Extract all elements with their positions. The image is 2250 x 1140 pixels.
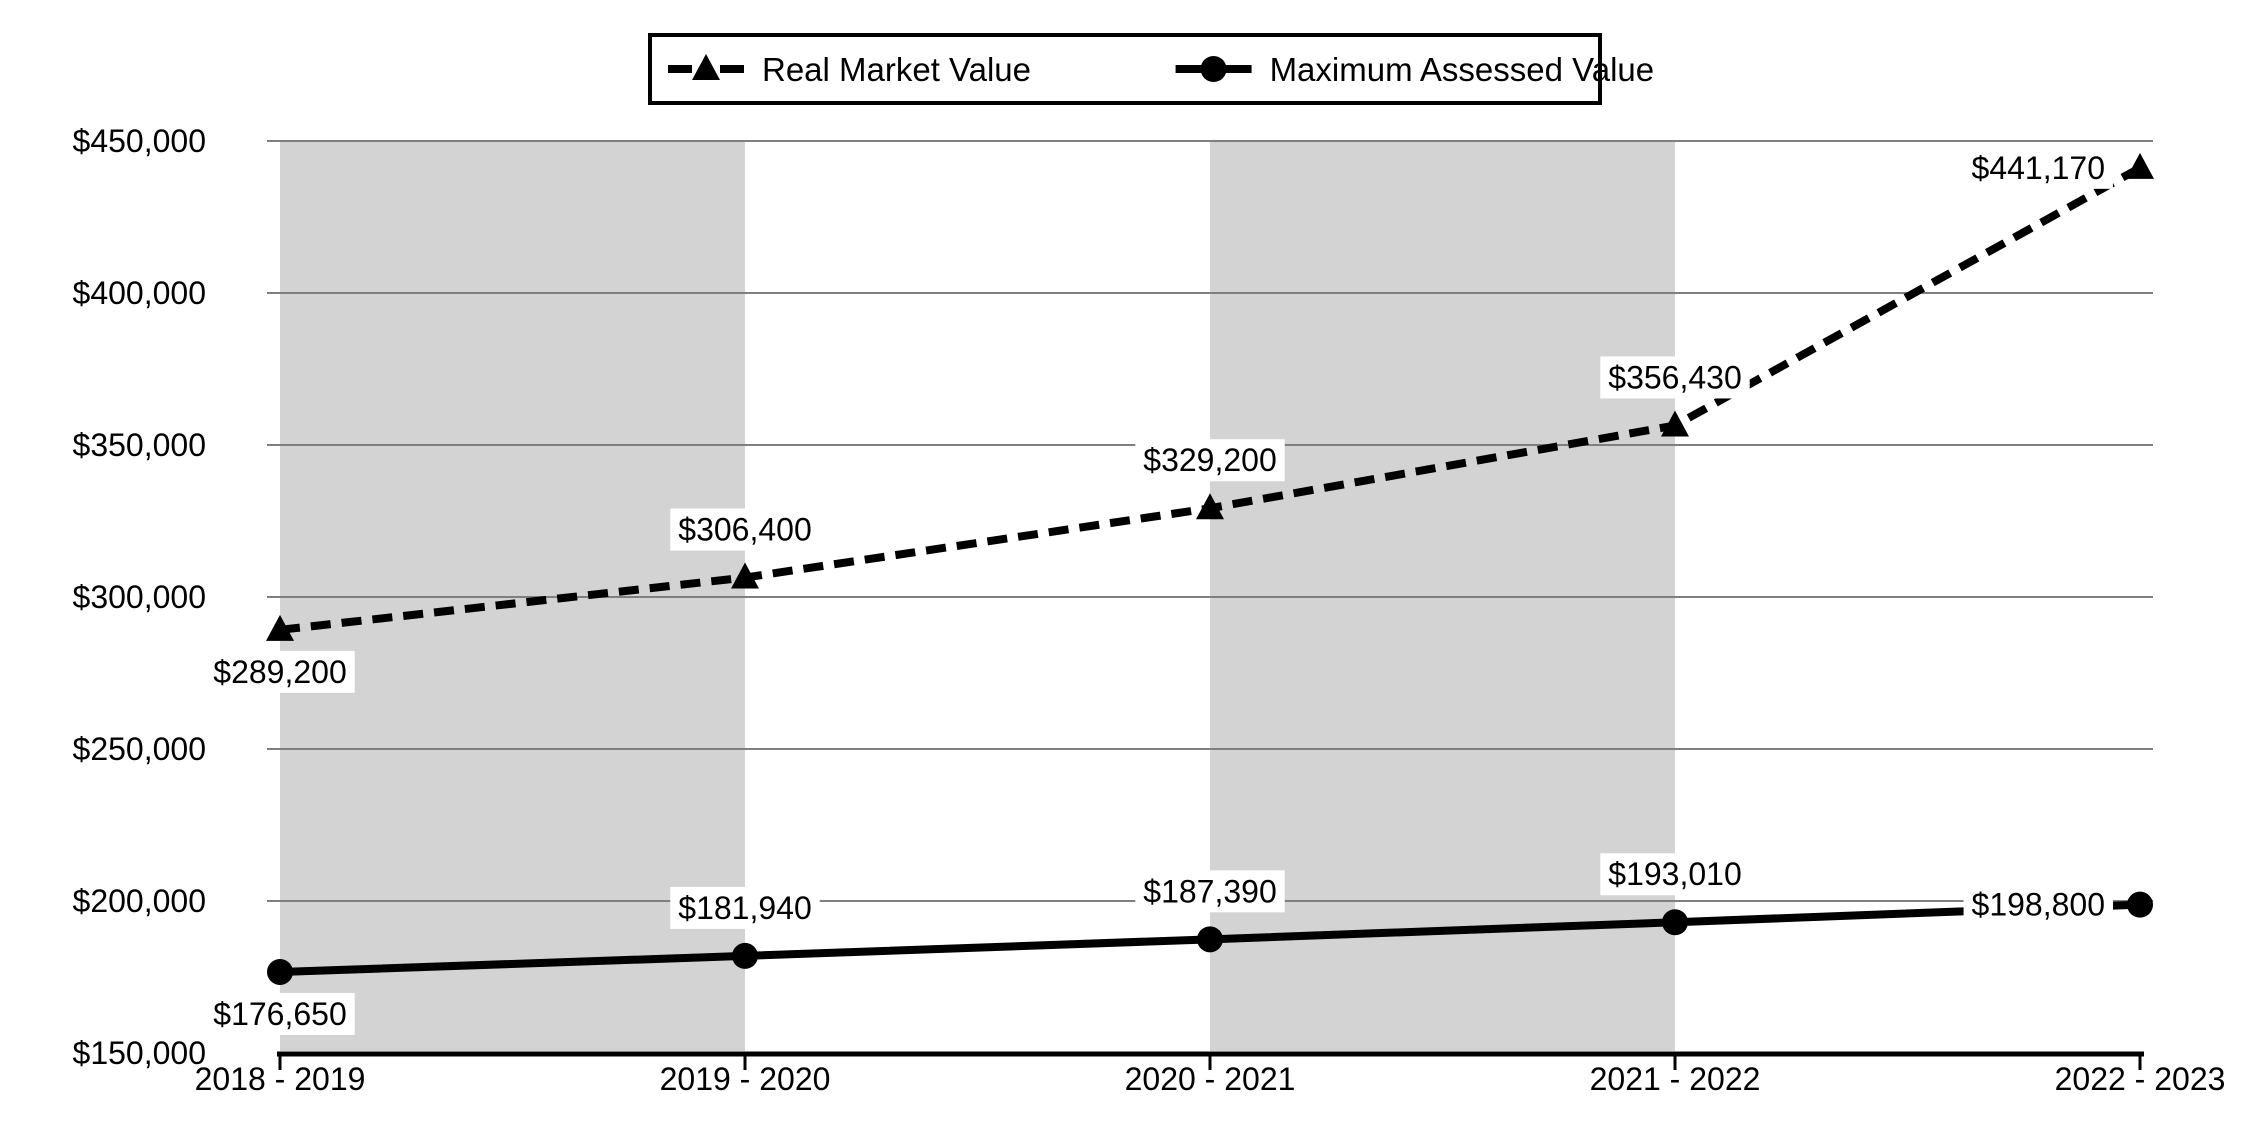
maximum-assessed-value-marker (2127, 891, 2153, 918)
maximum-assessed-value-marker (1662, 909, 1688, 936)
x-axis-label: 2019 - 2020 (660, 1061, 831, 1097)
data-label: $289,200 (213, 654, 346, 690)
data-label: $441,170 (1972, 150, 2105, 186)
data-label-bg (1600, 356, 1750, 399)
real-market-value-marker (2126, 152, 2154, 179)
real-market-value-marker (1196, 493, 1224, 520)
data-label-bg (205, 992, 355, 1035)
y-axis-label: $350,000 (73, 427, 206, 463)
data-label: $193,010 (1608, 856, 1741, 892)
maximum-assessed-value-marker (1197, 926, 1223, 953)
maximum-assessed-value-marker (732, 942, 758, 969)
data-label: $329,200 (1143, 442, 1276, 478)
real-market-value-marker (266, 614, 294, 641)
y-axis-label: $300,000 (73, 579, 206, 615)
data-label-bg (1963, 883, 2113, 926)
data-label: $176,650 (213, 996, 346, 1032)
y-axis-label: $150,000 (73, 1035, 206, 1071)
data-label-bg (205, 650, 355, 693)
data-label-bg (1135, 439, 1285, 482)
data-label-bg (1135, 870, 1285, 913)
data-label-bg (670, 886, 820, 929)
y-axis-label: $400,000 (73, 275, 206, 311)
data-label-bg (670, 508, 820, 551)
x-axis-label: 2022 - 2023 (2055, 1061, 2226, 1097)
x-axis-label: 2020 - 2021 (1125, 1061, 1296, 1097)
legend-label-maximum-assessed-value: Maximum Assessed Value (1270, 51, 1655, 88)
legend-label-real-market-value: Real Market Value (762, 51, 1031, 88)
data-label: $306,400 (678, 512, 811, 548)
y-axis-label: $450,000 (73, 123, 206, 159)
data-label: $187,390 (1143, 873, 1276, 909)
y-axis-label: $200,000 (73, 883, 206, 919)
data-label: $181,940 (678, 890, 811, 926)
real-market-value-marker (731, 562, 759, 589)
data-label: $198,800 (1972, 887, 2105, 923)
real-market-value-marker (1661, 410, 1689, 437)
data-label-bg (1963, 146, 2113, 189)
legend-circle-icon (1200, 56, 1227, 82)
x-axis-label: 2021 - 2022 (1590, 1061, 1761, 1097)
data-label-bg (1600, 853, 1750, 896)
maximum-assessed-value-marker (267, 958, 293, 985)
legend-box (648, 33, 1602, 105)
x-axis-label: 2018 - 2019 (195, 1061, 366, 1097)
data-label: $356,430 (1608, 359, 1741, 395)
y-axis-label: $250,000 (73, 731, 206, 767)
legend-triangle-icon (692, 54, 720, 80)
